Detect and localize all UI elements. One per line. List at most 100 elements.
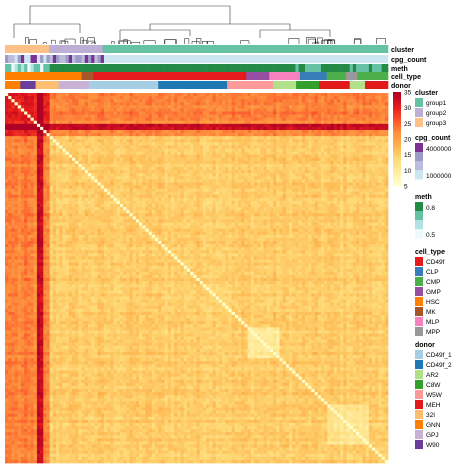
heatmap-cell <box>148 93 153 97</box>
heatmap-cell <box>139 111 143 115</box>
heatmap-cell <box>119 93 124 97</box>
heatmap-cell <box>301 151 306 156</box>
heatmap-cell <box>308 167 312 171</box>
heatmap-cell <box>190 139 194 143</box>
heatmap-cell <box>292 139 296 143</box>
heatmap-cell <box>202 179 207 183</box>
heatmap-cell <box>183 191 188 196</box>
meth-track-cell <box>324 64 328 72</box>
heatmap-cell <box>356 99 360 103</box>
heatmap-cell <box>167 179 172 183</box>
heatmap-cell <box>336 120 341 125</box>
heatmap-cell <box>113 130 118 134</box>
heatmap-cell <box>132 123 137 128</box>
meth-track-cell <box>359 64 363 72</box>
heatmap-cell <box>14 93 19 97</box>
heatmap-cell <box>250 96 255 100</box>
heatmap-cell <box>129 151 134 156</box>
heatmap-cell <box>186 194 191 199</box>
heatmap-cell <box>151 136 156 140</box>
heatmap-cell <box>234 99 239 103</box>
heatmap-cell <box>317 126 322 131</box>
heatmap-cell <box>330 133 335 137</box>
heatmap-cell <box>97 210 102 214</box>
heatmap-cell <box>94 123 98 128</box>
heatmap-cell <box>40 176 44 180</box>
heatmap-cell <box>368 130 373 134</box>
heatmap-cell <box>72 139 76 143</box>
heatmap-cell <box>78 167 82 171</box>
heatmap-cell <box>100 204 105 208</box>
heatmap-cell <box>75 197 79 202</box>
heatmap-cell <box>340 123 344 128</box>
heatmap-cell <box>135 191 140 196</box>
heatmap-cell <box>212 148 216 152</box>
heatmap-cell <box>59 182 63 186</box>
heatmap-cell <box>139 204 143 208</box>
heatmap-cell <box>247 154 252 159</box>
heatmap-cell <box>132 163 137 168</box>
heatmap-cell <box>378 108 382 112</box>
heatmap-cell <box>368 142 373 146</box>
heatmap-cell <box>362 200 367 205</box>
heatmap-cell <box>142 96 146 100</box>
heatmap-cell <box>199 204 204 208</box>
heatmap-cell <box>279 139 284 143</box>
heatmap-cell <box>170 188 175 193</box>
heatmap-cell <box>305 120 309 125</box>
heatmap-cell <box>145 194 149 199</box>
heatmap-cell <box>269 99 274 103</box>
heatmap-cell <box>113 117 118 122</box>
heatmap-cell <box>119 200 124 205</box>
heatmap-cell <box>231 182 236 186</box>
heatmap-cell <box>241 191 245 196</box>
heatmap-cell <box>314 182 319 186</box>
heatmap-cell <box>276 188 280 193</box>
heatmap-cell <box>212 170 216 174</box>
heatmap-cell <box>56 136 60 140</box>
heatmap-cell <box>78 111 82 115</box>
heatmap-cell <box>56 207 60 211</box>
heatmap-cell <box>24 130 28 134</box>
heatmap-cell <box>244 157 248 162</box>
heatmap-cell <box>180 105 185 109</box>
meth-track-cell <box>11 64 15 72</box>
heatmap-cell <box>381 99 386 103</box>
heatmap-cell <box>276 167 280 171</box>
cpg-count-track-cell <box>158 55 162 63</box>
heatmap-cell <box>311 170 315 174</box>
heatmap-cell <box>177 117 181 122</box>
heatmap-cell <box>110 93 114 97</box>
heatmap-cell <box>158 102 162 106</box>
heatmap-cell <box>346 108 351 112</box>
cpg-count-track-cell <box>139 55 143 63</box>
heatmap-cell <box>65 188 70 193</box>
heatmap-cell <box>123 182 127 186</box>
heatmap-cell <box>237 93 242 97</box>
heatmap-cell <box>135 194 140 199</box>
heatmap-cell <box>218 114 223 119</box>
heatmap-cell <box>8 93 12 97</box>
heatmap-cell <box>161 93 165 97</box>
heatmap-cell <box>305 182 309 186</box>
heatmap-cell <box>40 151 44 156</box>
heatmap-cell <box>24 105 28 109</box>
heatmap-cell <box>52 179 57 183</box>
heatmap-cell <box>378 133 382 137</box>
heatmap-cell <box>247 182 252 186</box>
heatmap-cell <box>145 170 149 174</box>
heatmap-cell <box>91 105 95 109</box>
heatmap-cell <box>244 111 248 115</box>
heatmap-cell <box>107 163 111 168</box>
meth-track-cell <box>225 64 229 72</box>
heatmap-cell <box>30 204 35 208</box>
heatmap-cell <box>237 142 242 146</box>
heatmap-cell <box>244 139 248 143</box>
heatmap-cell <box>8 111 12 115</box>
heatmap-cell <box>212 93 216 97</box>
heatmap-cell <box>231 188 236 193</box>
heatmap-cell <box>81 210 86 214</box>
heatmap-cell <box>356 167 360 171</box>
heatmap-cell <box>199 93 204 97</box>
heatmap-cell <box>59 133 63 137</box>
